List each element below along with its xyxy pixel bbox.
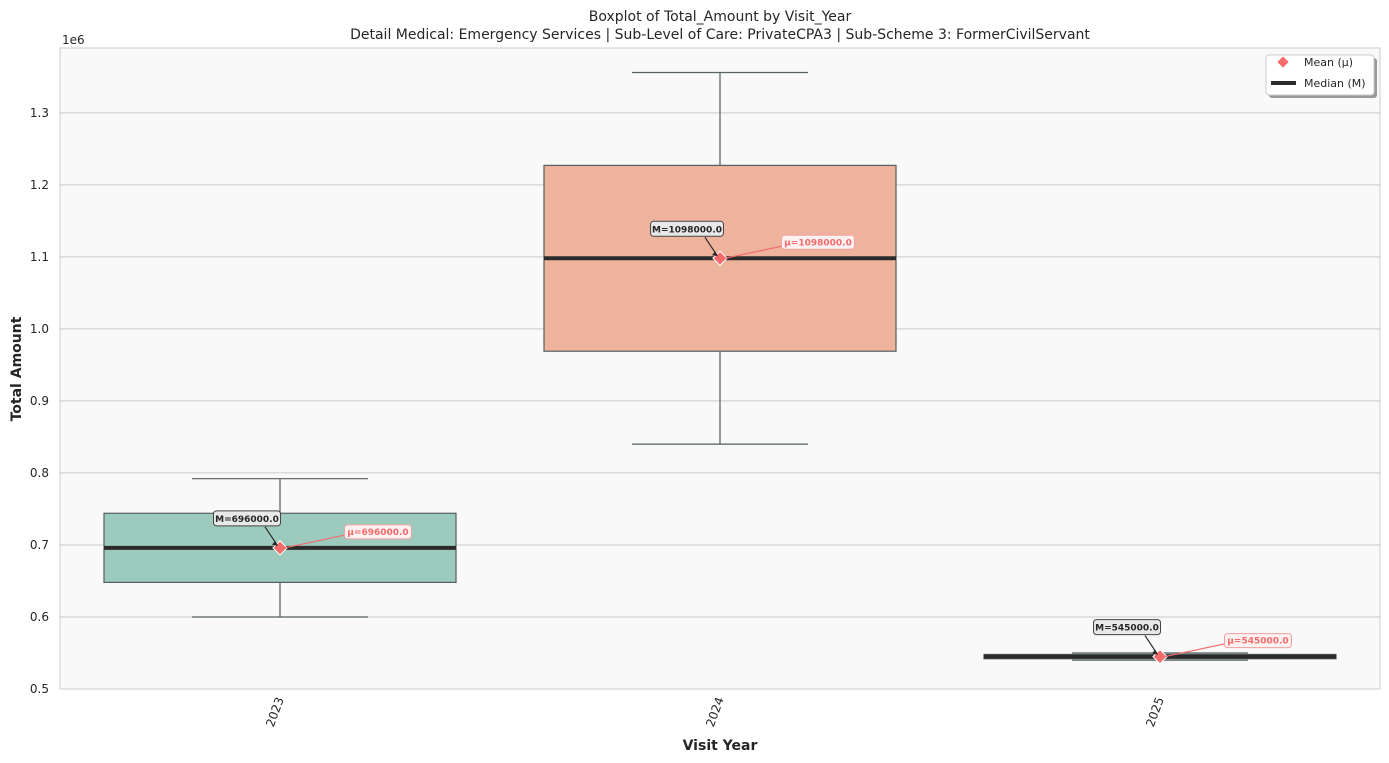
y-tick-label: 0.9 [30,394,49,408]
median-annotation-box [650,220,724,237]
mean-annotation-label: μ=1098000.0 [784,238,852,248]
x-tick-label: 2025 [1143,695,1167,728]
x-tick-label: 2023 [263,695,287,728]
annotations-layer: M=696000.0 μ=696000.0 M=1098000.0 μ=1098000… [213,220,1292,658]
legend-median-label: Median (M) [1304,77,1366,90]
mean-annotation-box [1224,633,1292,649]
y-tick-label: 0.7 [30,538,49,552]
y-tick-label: 1.1 [30,250,49,264]
y-ticks: 0.5 0.6 0.7 0.8 0.9 1.0 1.1 1.2 1.3 [30,106,49,696]
mean-annotation-arrow [724,244,787,259]
median-annotation-box [1093,619,1161,636]
median-annotation-box [213,510,281,527]
legend-mean-label: Mean (μ) [1304,56,1353,69]
median-annotation-label: M=696000.0 [215,515,279,525]
x-axis-label: Visit Year [683,738,758,754]
x-tick-label: 2024 [703,695,727,728]
x-ticks: 2023 2024 2025 [263,695,1167,728]
y-tick-label: 0.8 [30,466,49,480]
y-tick-label: 1.2 [30,178,49,192]
median-annotation-arrowhead [272,540,278,546]
legend: Mean (μ) Median (M) [1265,54,1377,98]
mean-annotation-arrow [1164,643,1227,658]
chart-subtitle: Detail Medical: Emergency Services | Sub… [350,27,1090,43]
mean-annotation-label: μ=545000.0 [1227,637,1288,647]
mean-annotation-arrow [284,534,347,549]
y-tick-label: 1.0 [30,322,49,336]
y-tick-label: 0.5 [30,682,49,696]
mean-annotation-label: μ=696000.0 [347,528,408,538]
mean-annotation-box [781,234,855,250]
y-offset-label: 1e6 [62,33,85,47]
y-tick-label: 0.6 [30,610,49,624]
median-annotation-arrowhead [1152,649,1158,655]
median-annotation-label: M=545000.0 [1095,624,1159,634]
mean-annotation-box [344,524,412,540]
median-annotation-label: M=1098000.0 [652,225,722,235]
y-tick-label: 1.3 [30,106,49,120]
chart-title: Boxplot of Total_Amount by Visit_Year [589,9,852,25]
legend-mean-diamond-icon [1277,56,1289,68]
median-annotation-arrowhead [712,251,718,257]
y-axis-label: Total Amount [9,316,25,421]
